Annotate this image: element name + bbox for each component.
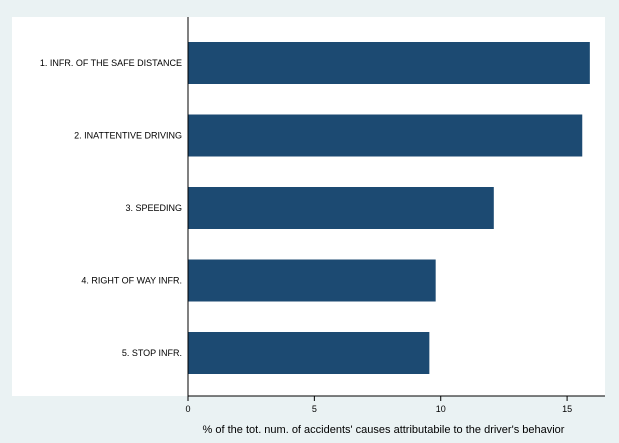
category-label-5: 5. STOP INFR. xyxy=(122,348,182,358)
bar-5 xyxy=(188,332,430,374)
x-axis-ticks: 0 5 10 15 xyxy=(185,396,572,414)
bar-4 xyxy=(188,259,436,302)
bar-3 xyxy=(188,187,494,229)
category-label-1: 1. INFR. OF THE SAFE DISTANCE xyxy=(40,58,182,68)
x-tick-label-2: 10 xyxy=(436,404,446,414)
bar-1 xyxy=(188,42,590,84)
category-label-3: 3. SPEEDING xyxy=(125,203,182,213)
x-tick-label-3: 15 xyxy=(562,404,572,414)
bars-layer xyxy=(188,42,590,374)
bar-2 xyxy=(188,114,583,157)
category-label-2: 2. INATTENTIVE DRIVING xyxy=(74,131,182,141)
x-tick-label-1: 5 xyxy=(312,404,317,414)
category-labels: 1. INFR. OF THE SAFE DISTANCE 2. INATTENT… xyxy=(40,58,182,358)
category-label-4: 4. RIGHT OF WAY INFR. xyxy=(81,276,182,286)
x-axis-title: % of the tot. num. of accidents' causes … xyxy=(203,424,565,436)
x-tick-label-0: 0 xyxy=(185,404,190,414)
